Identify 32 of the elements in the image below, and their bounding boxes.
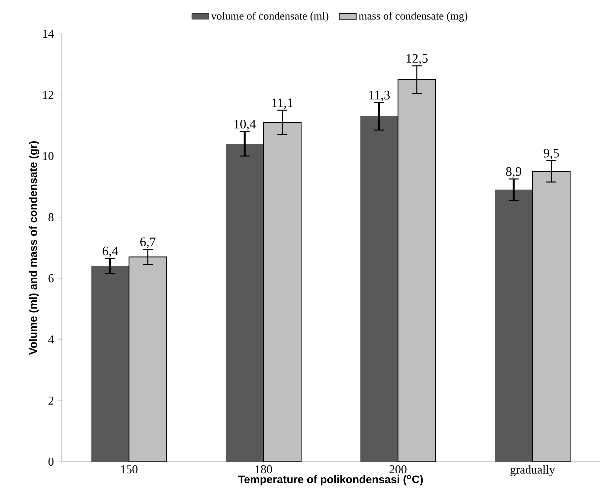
x-tick-label: 180 (256, 466, 272, 474)
data-label: 11,3 (369, 91, 390, 102)
bar (495, 190, 533, 462)
y-tick-label: 8 (48, 213, 54, 222)
data-label: 8,9 (506, 167, 522, 178)
x-tick-label: 150 (121, 466, 138, 474)
bar (360, 116, 398, 462)
bar (532, 171, 571, 462)
bar (263, 122, 302, 462)
x-axis-title: Temperature of polikondensasi ($^{o}$C) (238, 475, 424, 486)
data-label: 12,5 (406, 54, 428, 65)
y-tick-label: 14 (43, 30, 54, 38)
bar (226, 144, 264, 462)
bar (92, 266, 130, 462)
bar (398, 79, 436, 462)
legend-label: volume of condensate (ml) (211, 12, 329, 22)
x-tick-label: 200 (390, 466, 407, 474)
bar (128, 256, 168, 462)
data-label: 9,5 (544, 149, 560, 160)
y-tick-label: 2 (48, 396, 54, 405)
data-label: 6,7 (140, 238, 156, 248)
y-tick-label: 4 (48, 336, 54, 344)
y-tick-label: 6 (48, 274, 54, 283)
data-label: 11,1 (272, 98, 293, 110)
y-axis-title: Volume (ml) and mass of condensate (gr) (29, 141, 40, 355)
y-tick-label: 12 (43, 91, 54, 100)
y-tick-label: 10 (43, 152, 54, 160)
y-tick-label: 0 (48, 458, 54, 466)
data-label: 10,4 (234, 120, 256, 131)
x-tick-label: gradually (510, 466, 556, 476)
data-label: 6,4 (102, 246, 118, 258)
legend-label: mass of condensate (mg) (359, 12, 468, 22)
